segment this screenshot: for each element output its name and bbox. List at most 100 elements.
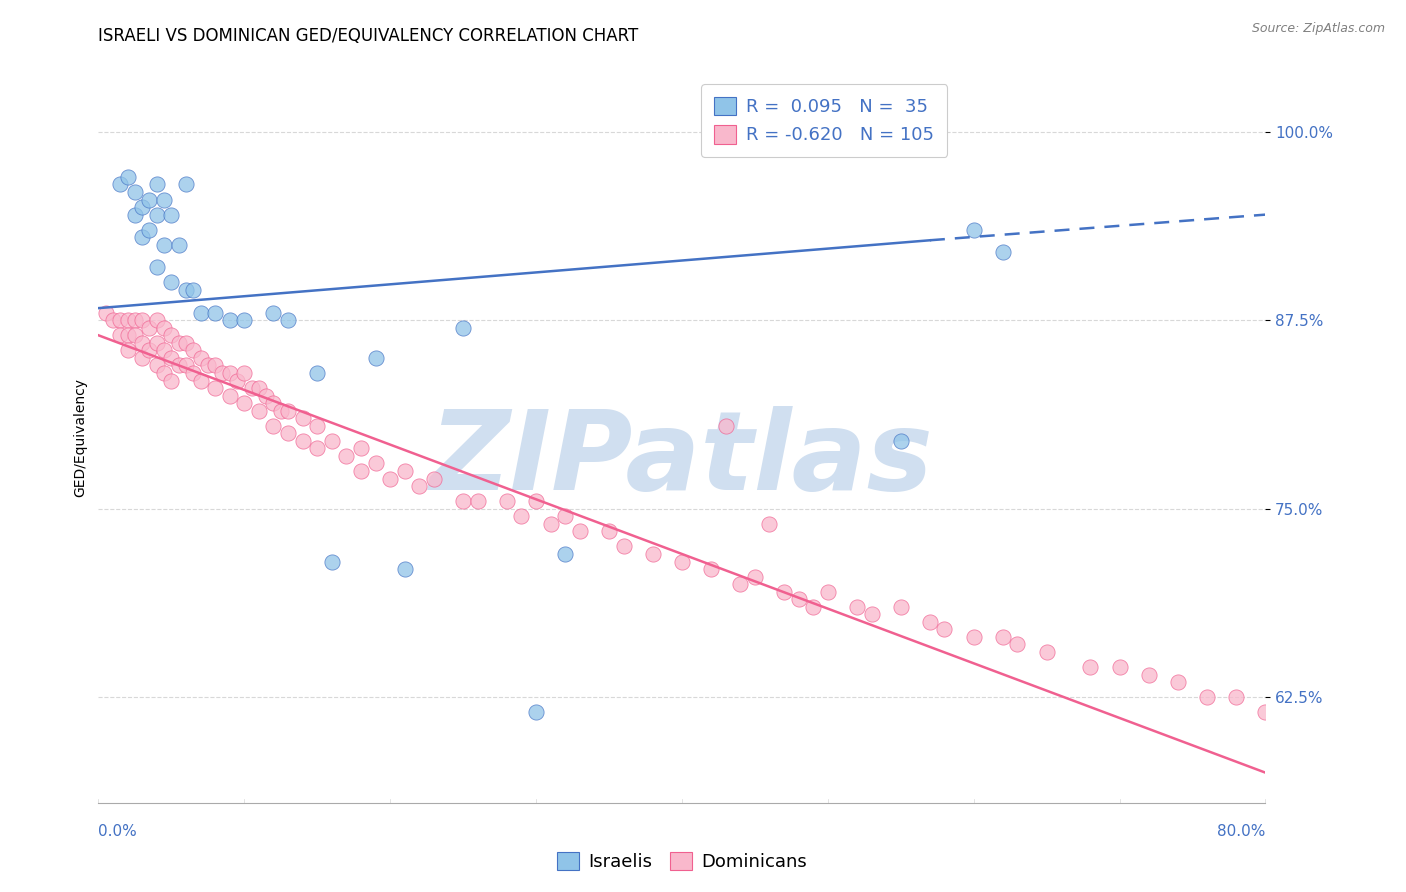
Point [714, 418, 737, 433]
Legend: Israelis, Dominicans: Israelis, Dominicans [550, 845, 814, 879]
Text: 0.0%: 0.0% [98, 824, 138, 839]
Point [218, 313, 240, 327]
Point [160, 208, 183, 222]
Point [262, 306, 284, 320]
Point [671, 554, 693, 568]
Point [817, 584, 839, 599]
Point [146, 359, 169, 373]
Point [94, 306, 117, 320]
Point [167, 335, 190, 350]
Point [117, 328, 139, 343]
Point [890, 434, 912, 448]
Point [758, 516, 780, 531]
Point [918, 615, 941, 629]
Point [1007, 637, 1029, 651]
Point [934, 623, 956, 637]
Point [1167, 675, 1189, 690]
Point [153, 343, 176, 358]
Point [554, 509, 576, 524]
Text: ZIPatlas: ZIPatlas [430, 406, 934, 513]
Point [138, 223, 160, 237]
Point [160, 351, 183, 365]
Point [700, 562, 723, 576]
Point [197, 359, 219, 373]
Point [204, 359, 226, 373]
Point [787, 592, 810, 607]
Point [254, 389, 277, 403]
Point [1035, 645, 1057, 659]
Point [524, 494, 547, 508]
Point [181, 343, 204, 358]
Point [510, 509, 533, 524]
Point [226, 374, 249, 388]
Point [1195, 690, 1218, 705]
Point [174, 178, 197, 192]
Point [124, 328, 146, 343]
Point [146, 208, 169, 222]
Point [451, 494, 474, 508]
Point [153, 193, 176, 207]
Point [423, 471, 446, 485]
Point [568, 524, 591, 539]
Point [190, 306, 212, 320]
Point [190, 351, 212, 365]
Point [101, 313, 124, 327]
Point [860, 607, 883, 622]
Point [321, 554, 343, 568]
Point [153, 237, 176, 252]
Point [801, 599, 824, 614]
Point [394, 464, 416, 478]
Point [991, 630, 1014, 644]
Y-axis label: GED/Equivalency: GED/Equivalency [73, 377, 87, 497]
Point [153, 320, 176, 334]
Point [495, 494, 517, 508]
Point [1080, 660, 1102, 674]
Point [1108, 660, 1130, 674]
Point [408, 479, 430, 493]
Point [117, 169, 139, 184]
Point [1225, 690, 1247, 705]
Point [233, 313, 256, 327]
Point [174, 359, 197, 373]
Point [262, 418, 284, 433]
Point [110, 313, 132, 327]
Point [540, 516, 562, 531]
Point [146, 313, 169, 327]
Point [277, 426, 299, 441]
Point [124, 313, 146, 327]
Point [1327, 713, 1350, 727]
Point [524, 706, 547, 720]
Point [277, 403, 299, 417]
Point [204, 306, 226, 320]
Text: 80.0%: 80.0% [1218, 824, 1265, 839]
Point [291, 434, 314, 448]
Point [204, 381, 226, 395]
Point [612, 540, 634, 554]
Point [190, 374, 212, 388]
Point [181, 366, 204, 380]
Legend: R =  0.095   N =  35, R = -0.620   N = 105: R = 0.095 N = 35, R = -0.620 N = 105 [702, 84, 948, 157]
Point [262, 396, 284, 410]
Point [110, 178, 132, 192]
Point [153, 366, 176, 380]
Point [773, 584, 796, 599]
Point [167, 237, 190, 252]
Point [160, 328, 183, 343]
Point [233, 396, 256, 410]
Point [890, 599, 912, 614]
Point [1137, 667, 1160, 681]
Point [138, 320, 160, 334]
Point [174, 335, 197, 350]
Point [124, 208, 146, 222]
Point [307, 418, 329, 433]
Point [270, 403, 292, 417]
Point [307, 366, 329, 380]
Point [335, 449, 357, 463]
Point [117, 313, 139, 327]
Point [218, 366, 240, 380]
Point [233, 366, 256, 380]
Point [1400, 713, 1406, 727]
Point [131, 335, 153, 350]
Point [364, 457, 387, 471]
Point [277, 313, 299, 327]
